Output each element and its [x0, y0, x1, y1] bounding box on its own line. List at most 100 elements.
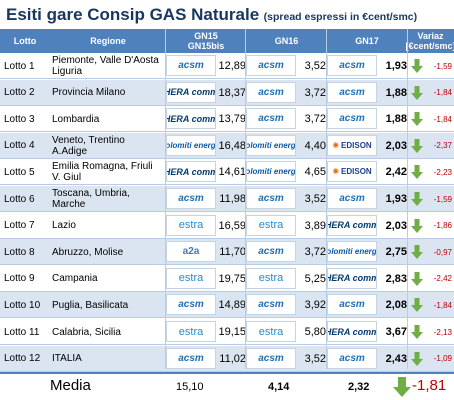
logo-label: acsm — [258, 193, 284, 204]
logo-label: Dolomiti energia — [247, 140, 296, 150]
gn15-value: 19,75 — [218, 272, 246, 285]
gn17-value: 1,93 — [385, 193, 407, 205]
variaz-value: -1,09 — [433, 354, 452, 364]
regione-cell: Abruzzo, Molise — [52, 246, 124, 258]
header-variaz-label: Variaz — [417, 31, 444, 41]
gn16-value: 3,52 — [304, 352, 326, 365]
regione-cell: Puglia, Basilicata — [52, 299, 129, 311]
gn17-supplier-logo: ✺ EDISON — [327, 134, 377, 156]
variaz-value: -2,23 — [433, 167, 452, 177]
gn15-supplier-logo: estra — [166, 267, 216, 289]
gn17-value: 2,08 — [385, 299, 407, 312]
supplier-logo-text: acsm — [258, 246, 284, 257]
variaz-value: -1,59 — [433, 61, 452, 71]
logo-label: EDISON — [341, 140, 372, 150]
table-row: Lotto 5 Emilia Romagna, Friuli V. Giul HER… — [0, 159, 454, 186]
logo-label: Dolomiti energia — [328, 247, 377, 257]
header-gn17: GN17 — [355, 36, 379, 46]
down-arrow-icon — [410, 319, 424, 345]
supplier-logo-text: acsm — [339, 113, 365, 124]
variaz-value: -2,37 — [433, 141, 452, 151]
gn17-value: 2,42 — [385, 166, 407, 179]
supplier-logo-text: estra — [259, 326, 283, 338]
supplier-logo-text: acsm — [178, 193, 204, 204]
gn17-supplier-logo: HERA comm — [327, 267, 377, 289]
gn17-value: 1,88 — [385, 86, 407, 99]
media-gn17: 2,32 — [348, 381, 370, 393]
header-gn16: GN16 — [274, 36, 299, 46]
gn17-supplier-logo: HERA comm — [327, 214, 377, 236]
gn15-value: 11,98 — [219, 193, 246, 205]
page-title: Esiti gare Consip GAS Naturale (spread e… — [6, 5, 417, 29]
gn15-supplier-logo: estra — [166, 214, 216, 236]
gn17-supplier-logo: acsm — [327, 81, 377, 103]
regione-cell: Lazio — [52, 220, 76, 232]
gn15-value: 16,48 — [218, 139, 246, 152]
gn17-supplier-logo: Dolomiti energia — [327, 241, 377, 263]
gn17-supplier-logo: acsm — [327, 347, 377, 369]
down-arrow-icon — [410, 266, 424, 292]
logo-label: acsm — [178, 352, 204, 364]
logo-label: HERA comm — [166, 87, 216, 98]
gn15-supplier-logo: acsm — [166, 347, 216, 369]
supplier-logo-text: estra — [259, 272, 283, 284]
supplier-logo-text: acsm — [258, 353, 284, 364]
logo-label: acsm — [339, 86, 365, 98]
variaz-value: -1,84 — [433, 88, 452, 98]
supplier-logo-text: acsm — [339, 299, 365, 310]
supplier-logo-text: estra — [179, 219, 203, 231]
lotto-cell: Lotto 12 — [4, 353, 41, 365]
media-gn15: 15,10 — [176, 381, 204, 393]
gn15-value: 13,79 — [218, 113, 246, 126]
down-arrow-icon — [410, 213, 424, 239]
regione-cell: Calabria, Sicilia — [52, 326, 121, 338]
gn17-value: 2,75 — [385, 246, 407, 259]
logo-label: acsm — [339, 193, 365, 204]
lotto-cell: Lotto 9 — [4, 273, 35, 285]
logo-label: estra — [178, 325, 204, 338]
gn16-value: 3,89 — [304, 219, 326, 232]
logo-label: estra — [178, 219, 204, 232]
supplier-logo-text: acsm — [258, 113, 284, 124]
supplier-logo-text: Dolomiti energia — [328, 247, 377, 257]
gn15-value: 16,59 — [218, 219, 246, 232]
gn16-value: 3,92 — [304, 299, 326, 312]
gn15-value: 18,37 — [218, 86, 246, 99]
table-row: Lotto 2 Provincia Milano HERA comm 18,37 acs… — [0, 79, 454, 106]
lotto-cell: Lotto 2 — [4, 87, 35, 99]
header-gn15-label: GN15 — [194, 31, 218, 41]
edison-star-icon: ✺ — [332, 167, 340, 177]
supplier-logo-text: estra — [259, 219, 283, 231]
supplier-logo-text: acsm — [258, 87, 284, 98]
header-gn15bis-label: GN15bis — [187, 41, 225, 51]
gn16-value: 3,72 — [304, 86, 326, 99]
table-row: Lotto 4 Veneto, Trentino A.Adige Dolomiti … — [0, 132, 454, 159]
supplier-logo-text: HERA comm — [167, 114, 215, 124]
gn16-supplier-logo: acsm — [246, 188, 296, 209]
header-regione: Regione — [90, 36, 126, 46]
logo-label: acsm — [339, 299, 365, 311]
lotto-cell: Lotto 10 — [4, 299, 41, 311]
gn17-supplier-logo: HERA comm — [327, 321, 377, 342]
gn15-supplier-logo: acsm — [166, 294, 216, 316]
gn16-value: 3,72 — [304, 113, 326, 126]
supplier-logo-text: acsm — [339, 353, 365, 364]
title-main: Esiti gare Consip GAS Naturale — [6, 5, 260, 24]
gn16-supplier-logo: acsm — [246, 241, 296, 263]
logo-label: estra — [178, 272, 204, 285]
variaz-value: -1,86 — [433, 221, 452, 231]
regione-cell: ITALIA — [52, 353, 82, 365]
gn16-value: 3,52 — [304, 60, 326, 72]
gn15-supplier-logo: HERA comm — [166, 161, 216, 183]
gn17-value: 3,67 — [385, 326, 407, 338]
gn16-value: 4,65 — [304, 166, 326, 179]
gn17-value: 2,43 — [385, 352, 407, 365]
supplier-logo-text: Dolomiti energia — [247, 140, 296, 150]
supplier-logo-text: ✺ EDISON — [332, 167, 371, 176]
lotto-cell: Lotto 5 — [4, 166, 35, 178]
lotto-cell: Lotto 7 — [4, 220, 35, 232]
lotto-cell: Lotto 1 — [4, 60, 35, 72]
supplier-logo-text: acsm — [339, 193, 365, 204]
table-row: Lotto 11 Calabria, Sicilia estra 19,15 estra… — [0, 319, 454, 345]
table-row: Lotto 7 Lazio estra 16,59 estra 3,89 HERA comm… — [0, 212, 454, 239]
